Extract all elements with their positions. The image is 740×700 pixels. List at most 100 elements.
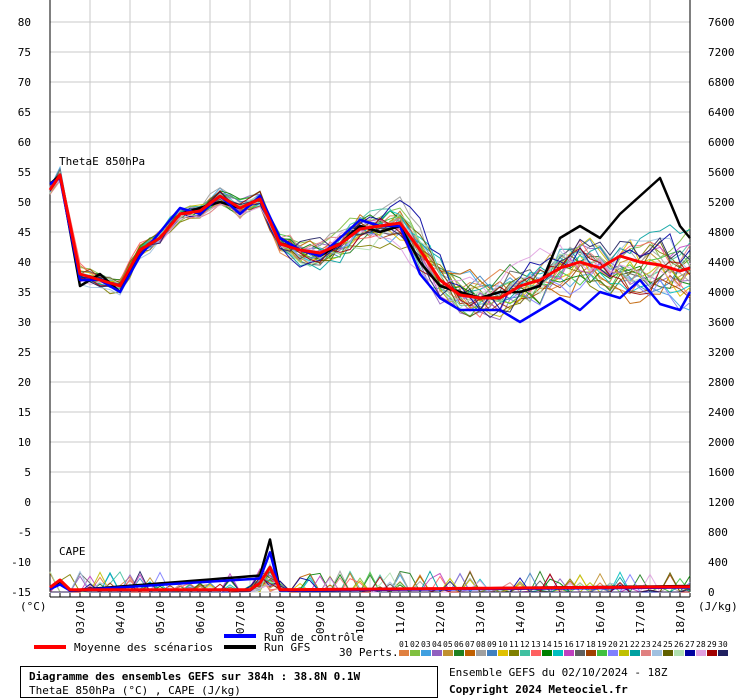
perturbation-swatch [707, 650, 717, 656]
perturbation-swatch [443, 650, 453, 656]
perturbation-id-label: 15 [553, 640, 563, 649]
perturbation-swatch [674, 650, 684, 656]
left-tick-label: -5 [18, 526, 31, 539]
perturbation-id-label: 12 [520, 640, 530, 649]
left-tick-label: 50 [18, 196, 31, 209]
footer-run: Ensemble GEFS du 02/10/2024 - 18Z [449, 666, 668, 679]
perturbation-id-label: 20 [608, 640, 618, 649]
perturbation-id-label: 05 [443, 640, 453, 649]
perturbation-swatch [564, 650, 574, 656]
perturbation-id-label: 18 [586, 640, 596, 649]
left-axis-unit: (°C) [20, 600, 47, 613]
perturbation-id-label: 08 [476, 640, 486, 649]
perturbation-id-label: 25 [663, 640, 673, 649]
legend: Moyenne des scénarios Run de contrôle Ru… [34, 631, 728, 659]
perturbation-id-label: 19 [597, 640, 607, 649]
right-tick-label: 800 [708, 526, 728, 539]
left-tick-label: 10 [18, 436, 31, 449]
legend-perts-label: 30 Perts. [339, 646, 399, 659]
footer-copyright: Copyright 2024 Meteociel.fr [449, 683, 628, 696]
x-date-label: 06/10 [194, 601, 207, 634]
perturbation-swatch [619, 650, 629, 656]
left-tick-label: 0 [24, 496, 31, 509]
footer-subtitle: ThetaE 850hPa (°C) , CAPE (J/kg) [29, 684, 241, 697]
perturbation-id-label: 02 [410, 640, 420, 649]
left-tick-label: 5 [24, 466, 31, 479]
perturbation-id-label: 14 [542, 640, 552, 649]
perturbation-id-label: 22 [630, 640, 640, 649]
right-tick-label: 1600 [708, 466, 735, 479]
perturbation-swatch [630, 650, 640, 656]
left-tick-label: 60 [18, 136, 31, 149]
x-date-label: 17/10 [634, 601, 647, 634]
legend-mean-label: Moyenne des scénarios [74, 641, 213, 654]
right-axis-ticks: 7600720068006400600056005200480044004000… [708, 16, 735, 599]
right-axis-unit: (J/kg) [698, 600, 738, 613]
legend-mean-swatch [34, 645, 66, 649]
perturbation-swatch [487, 650, 497, 656]
perturbation-id-label: 06 [454, 640, 464, 649]
perturbation-swatch [509, 650, 519, 656]
left-tick-label: 80 [18, 16, 31, 29]
footer-info-box: Diagramme des ensembles GEFS sur 384h : … [20, 666, 438, 698]
right-tick-label: 3600 [708, 316, 735, 329]
perturbation-swatch [432, 650, 442, 656]
right-tick-label: 2000 [708, 436, 735, 449]
perturbation-legend: 01 02 03 04 05 06 07 08 09 10 11 12 13 14 15 16 17 18 19 20… [399, 640, 728, 656]
perturbation-id-label: 09 [487, 640, 497, 649]
perturbation-swatch [608, 650, 618, 656]
left-tick-label: -15 [11, 586, 31, 599]
right-tick-label: 7200 [708, 46, 735, 59]
perturbation-id-label: 03 [421, 640, 431, 649]
perturbation-swatch [586, 650, 596, 656]
series-mean-thetae-line [48, 173, 691, 300]
x-date-label: 18/10 [674, 601, 687, 634]
left-tick-label: 15 [18, 406, 31, 419]
perturbation-swatch [476, 650, 486, 656]
right-tick-label: 4000 [708, 286, 735, 299]
perturbation-id-label: 01 [399, 640, 409, 649]
x-date-label: 03/10 [74, 601, 87, 634]
left-tick-label: 30 [18, 316, 31, 329]
x-date-label: 10/10 [354, 601, 367, 634]
legend-control-label: Run de contrôle [264, 631, 363, 644]
left-tick-label: 40 [18, 256, 31, 269]
right-tick-label: 3200 [708, 346, 735, 359]
perturbation-id-label: 04 [432, 640, 442, 649]
perturbation-swatch [652, 650, 662, 656]
perturbation-swatch [553, 650, 563, 656]
perturbation-swatch [685, 650, 695, 656]
perturbation-swatch [498, 650, 508, 656]
series-control-thetae-line [49, 176, 692, 324]
right-tick-label: 400 [708, 556, 728, 569]
perturbation-id-label: 13 [531, 640, 541, 649]
series-mean-cape-line [49, 565, 691, 592]
perturbation-id-label: 26 [674, 640, 684, 649]
perturbation-id-label: 28 [696, 640, 706, 649]
main-series-lines [48, 173, 692, 592]
perturbation-id-label: 16 [564, 640, 574, 649]
legend-gfs-swatch [224, 645, 256, 649]
perturbation-id-label: 29 [707, 640, 717, 649]
left-tick-label: 20 [18, 376, 31, 389]
right-tick-label: 5200 [708, 196, 735, 209]
perturbation-thetae-line [49, 172, 691, 319]
x-date-label: 08/10 [274, 601, 287, 634]
perturbation-id-label: 17 [575, 640, 585, 649]
x-date-label: 15/10 [554, 601, 567, 634]
perturbation-id-label: 27 [685, 640, 695, 649]
left-tick-label: 45 [18, 226, 31, 239]
right-tick-label: 2400 [708, 406, 735, 419]
left-tick-label: 55 [18, 166, 31, 179]
x-date-label: 05/10 [154, 601, 167, 634]
x-date-label: 16/10 [594, 601, 607, 634]
perturbation-id-label: 10 [498, 640, 508, 649]
perturbation-id-label: 07 [465, 640, 475, 649]
x-axis-date-labels: 03/10 04/10 05/10 06/10 07/10 08/10 09/10 10/10… [74, 601, 687, 634]
left-tick-label: 25 [18, 346, 31, 359]
perturbation-id-label: 30 [718, 640, 728, 649]
perturbation-swatch [454, 650, 464, 656]
x-date-label: 09/10 [314, 601, 327, 634]
perturbation-swatch [663, 650, 673, 656]
right-tick-label: 5600 [708, 166, 735, 179]
